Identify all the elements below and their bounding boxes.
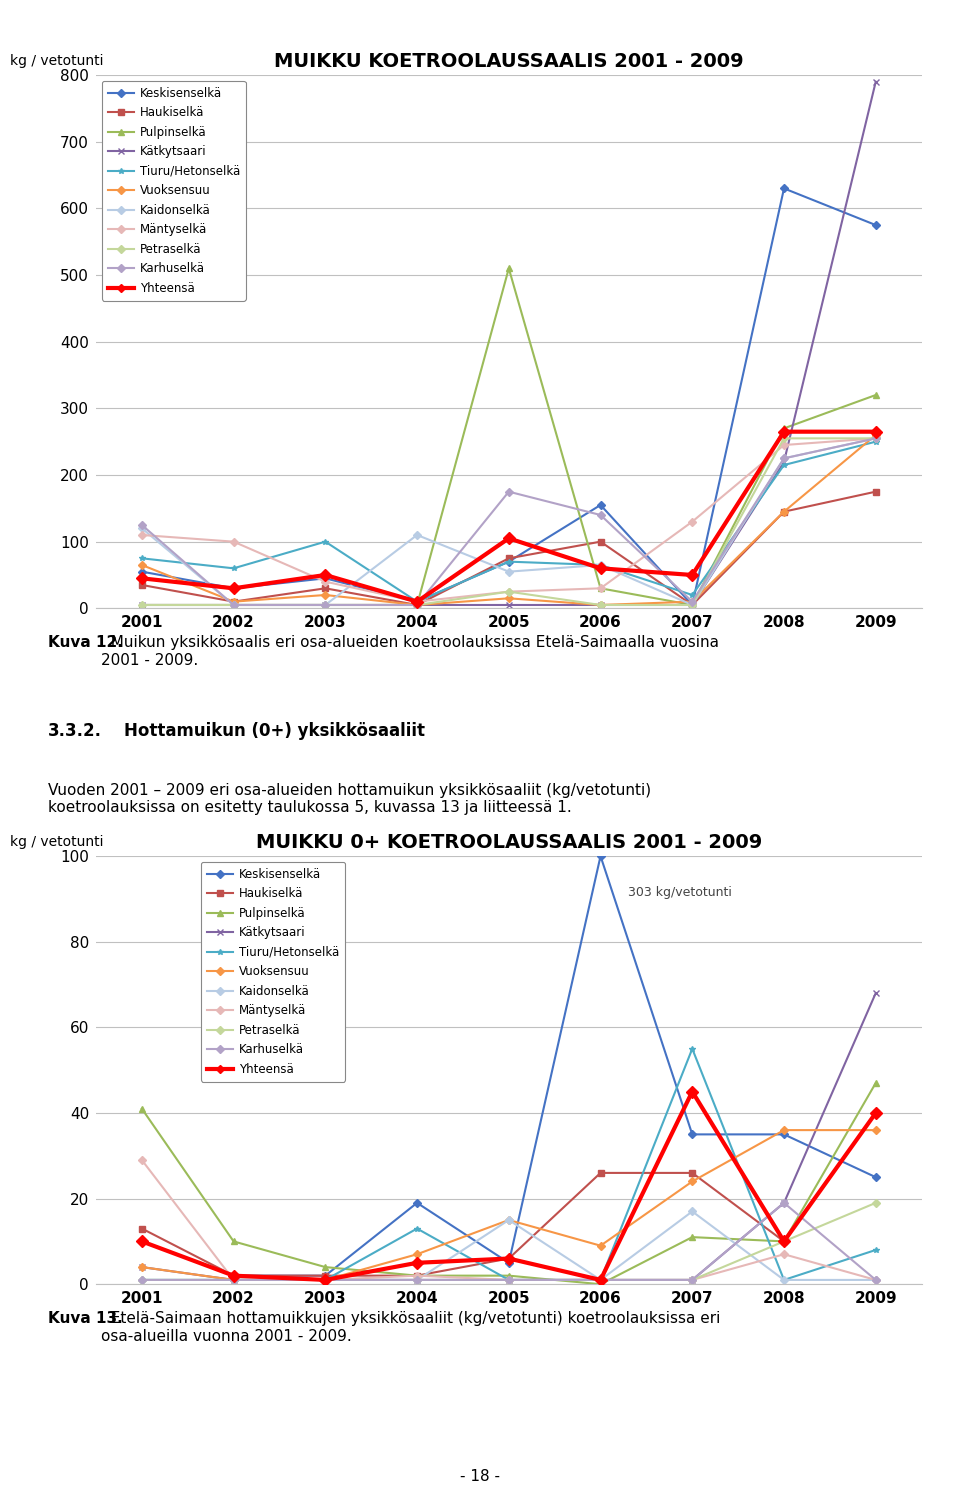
Text: 303 kg/vetotunti: 303 kg/vetotunti	[628, 886, 732, 900]
Title: MUIKKU KOETROOLAUSSAALIS 2001 - 2009: MUIKKU KOETROOLAUSSAALIS 2001 - 2009	[274, 51, 744, 71]
Text: Muikun yksikkösaalis eri osa-alueiden koetroolauksissa Etelä-Saimaalla vuosina
2: Muikun yksikkösaalis eri osa-alueiden ko…	[101, 635, 719, 668]
Text: Kuva 12.: Kuva 12.	[48, 635, 123, 650]
Text: kg / vetotunti: kg / vetotunti	[10, 835, 103, 849]
Text: Etelä-Saimaan hottamuikkujen yksikkösaaliit (kg/vetotunti) koetroolauksissa eri
: Etelä-Saimaan hottamuikkujen yksikkösaal…	[101, 1311, 720, 1344]
Text: kg / vetotunti: kg / vetotunti	[10, 54, 103, 68]
Text: Kuva 13.: Kuva 13.	[48, 1311, 123, 1326]
Legend: Keskisenselkä, Haukiselkä, Pulpinselkä, Kätkytsaari, Tiuru/Hetonselkä, Vuoksensu: Keskisenselkä, Haukiselkä, Pulpinselkä, …	[102, 81, 246, 300]
Text: Hottamuikun (0+) yksikkösaaliit: Hottamuikun (0+) yksikkösaaliit	[101, 722, 424, 740]
Legend: Keskisenselkä, Haukiselkä, Pulpinselkä, Kätkytsaari, Tiuru/Hetonselkä, Vuoksensu: Keskisenselkä, Haukiselkä, Pulpinselkä, …	[201, 862, 345, 1081]
Title: MUIKKU 0+ KOETROOLAUSSAALIS 2001 - 2009: MUIKKU 0+ KOETROOLAUSSAALIS 2001 - 2009	[255, 832, 762, 852]
Text: 3.3.2.: 3.3.2.	[48, 722, 102, 740]
Text: Vuoden 2001 – 2009 eri osa-alueiden hottamuikun yksikkösaaliit (kg/vetotunti)
ko: Vuoden 2001 – 2009 eri osa-alueiden hott…	[48, 783, 651, 816]
Text: - 18 -: - 18 -	[460, 1469, 500, 1484]
